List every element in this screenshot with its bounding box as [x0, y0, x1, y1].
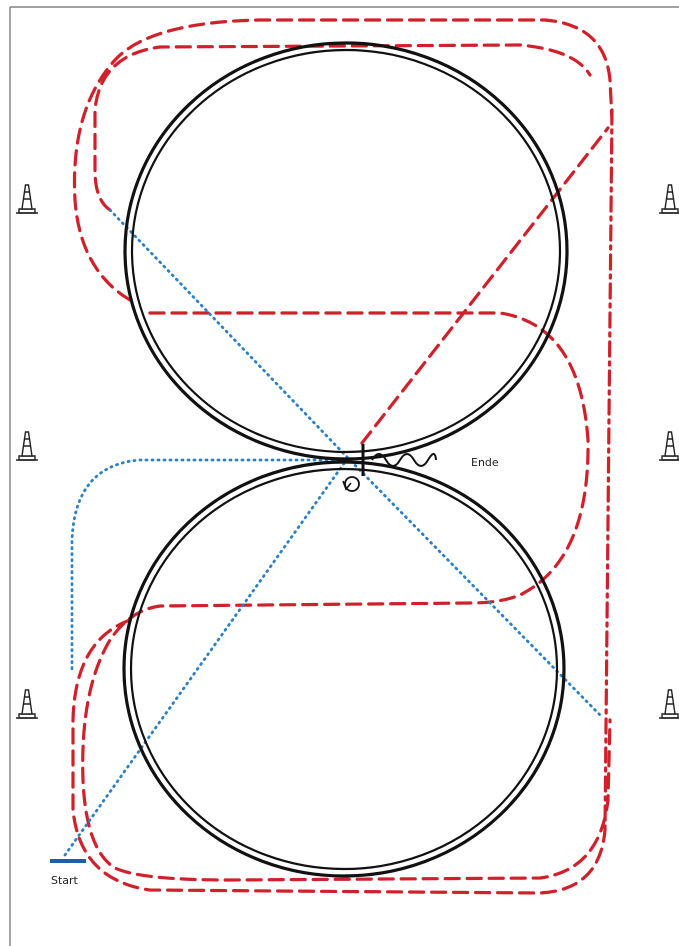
blue-route-left-arc [70, 458, 347, 672]
traffic-cone-icon [15, 184, 39, 214]
red-route-outer-upper [72, 18, 614, 302]
red-route-inner-upper [93, 43, 592, 212]
rotation-arrow-icon [344, 476, 360, 492]
red-route-outer-lower [71, 618, 607, 895]
lower-ring-inner [129, 467, 559, 871]
traffic-cone-icon [658, 184, 679, 214]
red-route-middle-band [81, 311, 612, 882]
traffic-cone-icon [658, 689, 679, 719]
rotation-arrow-head [342, 480, 352, 491]
traffic-cone-icon [658, 431, 679, 461]
traffic-cone-icon [15, 431, 39, 461]
red-route-right-vertical [603, 108, 614, 832]
blue-route-diagonal-up [63, 460, 347, 857]
red-route-diagonal [360, 126, 610, 445]
traffic-cone-icon [15, 689, 39, 719]
start-label: Start [51, 874, 79, 887]
upper-ring-outer [123, 41, 569, 461]
zigzag-line-icon [371, 453, 437, 467]
upper-ring-inner [130, 48, 562, 454]
end-label: Ende [471, 456, 499, 469]
blue-route-diagonal-down [108, 208, 602, 717]
lower-ring-outer [122, 460, 566, 878]
